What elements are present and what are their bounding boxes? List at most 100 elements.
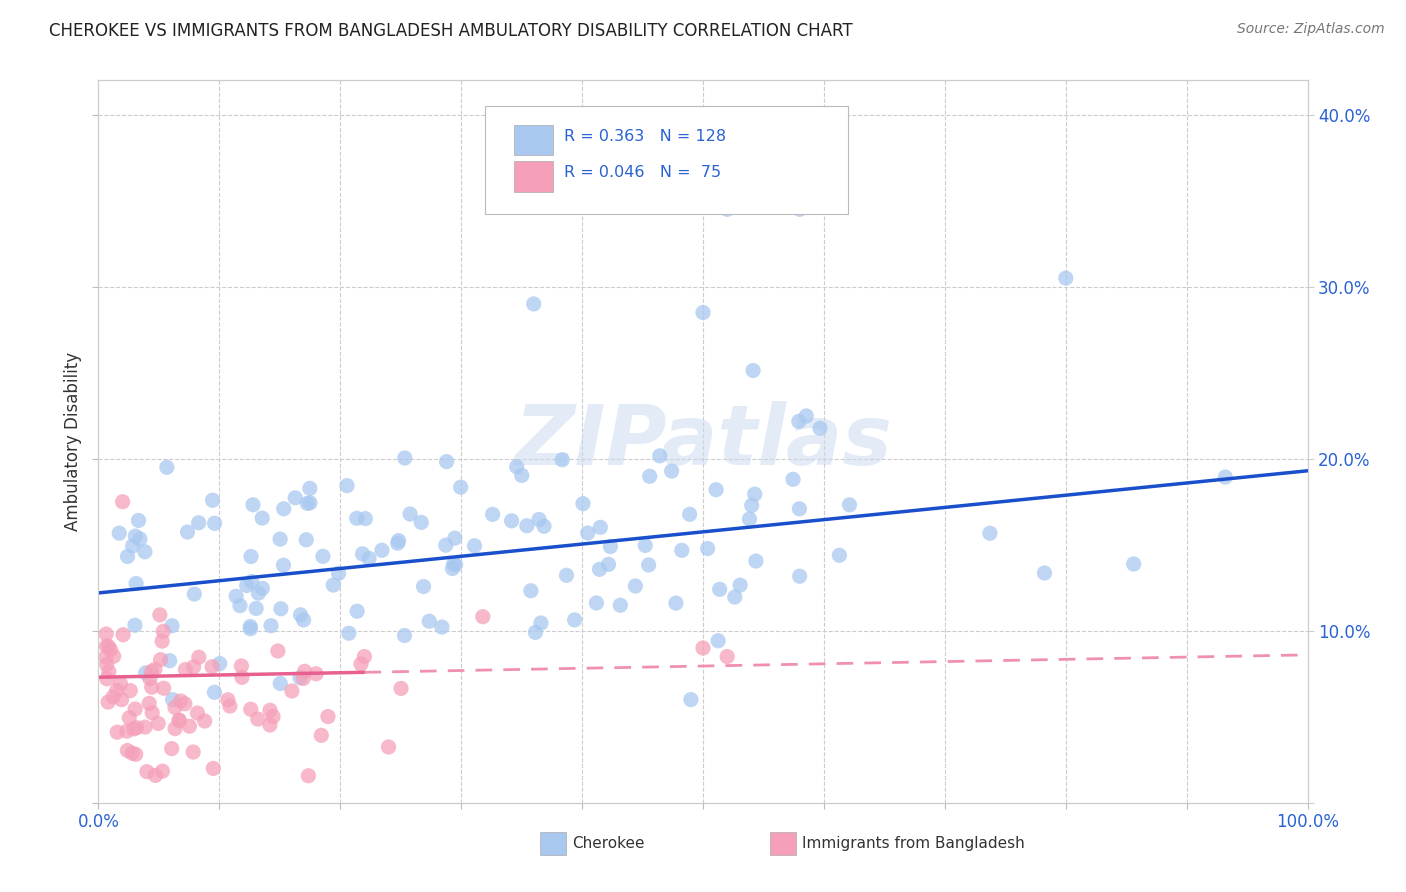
Point	[146, 716, 169, 731]
Point	[294, 665, 316, 679]
Point	[250, 511, 273, 525]
Point	[124, 702, 146, 716]
Point	[394, 628, 416, 642]
Point	[260, 618, 283, 632]
Point	[638, 469, 661, 483]
Point	[129, 532, 152, 546]
Point	[298, 496, 321, 510]
Point	[105, 683, 128, 698]
Point	[242, 498, 264, 512]
Point	[281, 684, 304, 698]
Point	[389, 681, 412, 696]
Point	[186, 706, 208, 720]
Point	[269, 532, 291, 546]
Point	[100, 642, 122, 657]
Point	[110, 676, 132, 690]
Point	[134, 720, 156, 734]
Point	[1054, 271, 1077, 285]
Point	[789, 569, 811, 583]
Point	[97, 695, 120, 709]
Point	[96, 627, 118, 641]
Point	[181, 745, 204, 759]
Point	[679, 692, 702, 706]
Y-axis label: Ambulatory Disability: Ambulatory Disability	[63, 352, 82, 531]
Point	[527, 512, 550, 526]
Text: CHEROKEE VS IMMIGRANTS FROM BANGLADESH AMBULATORY DISABILITY CORRELATION CHART: CHEROKEE VS IMMIGRANTS FROM BANGLADESH A…	[49, 22, 853, 40]
Point	[665, 596, 688, 610]
Point	[336, 478, 359, 492]
Point	[434, 538, 457, 552]
Point	[292, 672, 315, 686]
Point	[1033, 566, 1056, 580]
Point	[744, 487, 766, 501]
Text: R = 0.046   N =  75: R = 0.046 N = 75	[564, 165, 721, 180]
Point	[246, 712, 269, 726]
Point	[194, 714, 217, 728]
Point	[97, 640, 120, 654]
Point	[716, 649, 738, 664]
Point	[229, 599, 252, 613]
Text: R = 0.363   N = 128: R = 0.363 N = 128	[564, 129, 725, 145]
Point	[745, 554, 768, 568]
Point	[979, 526, 1001, 541]
Point	[555, 568, 578, 582]
Point	[125, 747, 148, 762]
Point	[436, 455, 458, 469]
Point	[141, 680, 163, 694]
Point	[337, 626, 360, 640]
Point	[312, 549, 335, 564]
Point	[377, 739, 399, 754]
Point	[297, 496, 319, 510]
Point	[176, 524, 198, 539]
Point	[134, 545, 156, 559]
Text: Immigrants from Bangladesh: Immigrants from Bangladesh	[803, 836, 1025, 851]
Point	[510, 468, 533, 483]
Point	[828, 548, 851, 562]
Point	[239, 702, 262, 716]
Point	[239, 622, 262, 636]
Text: Cherokee: Cherokee	[572, 836, 645, 851]
Text: ZIPatlas: ZIPatlas	[515, 401, 891, 482]
Point	[1213, 470, 1236, 484]
Point	[170, 694, 193, 708]
Point	[240, 574, 263, 589]
Point	[352, 547, 374, 561]
Point	[235, 578, 257, 592]
Point	[516, 518, 538, 533]
Point	[128, 513, 150, 527]
Point	[399, 507, 422, 521]
Point	[96, 639, 118, 653]
Point	[609, 599, 631, 613]
Point	[794, 409, 817, 423]
Point	[741, 499, 763, 513]
Point	[96, 672, 118, 686]
Point	[430, 620, 453, 634]
Point	[524, 625, 547, 640]
Point	[444, 531, 467, 545]
Point	[412, 580, 434, 594]
Point	[787, 414, 810, 428]
Point	[808, 421, 831, 435]
Point	[125, 721, 148, 735]
Point	[288, 671, 311, 685]
Point	[187, 516, 209, 530]
Point	[124, 529, 146, 543]
Point	[572, 497, 595, 511]
Point	[121, 539, 143, 553]
FancyBboxPatch shape	[515, 125, 553, 155]
Point	[284, 491, 307, 505]
Point	[297, 769, 319, 783]
Point	[259, 718, 281, 732]
Point	[187, 650, 209, 665]
FancyBboxPatch shape	[515, 161, 553, 192]
Point	[143, 662, 166, 676]
Point	[231, 670, 253, 684]
Point	[174, 697, 197, 711]
Point	[150, 634, 173, 648]
Point	[354, 511, 377, 525]
FancyBboxPatch shape	[485, 105, 848, 214]
Point	[704, 483, 727, 497]
Point	[259, 703, 281, 717]
Point	[208, 657, 231, 671]
Point	[267, 644, 290, 658]
